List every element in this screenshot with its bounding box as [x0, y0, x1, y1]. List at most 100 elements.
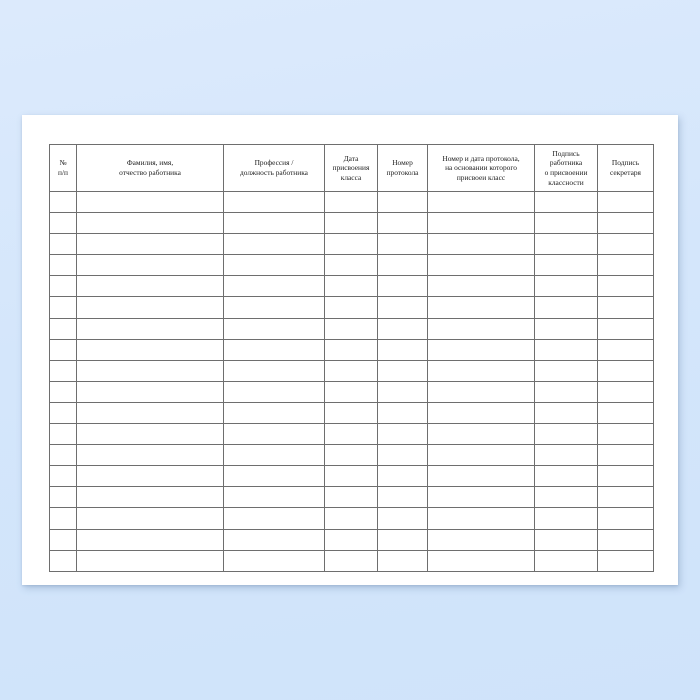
cell-basis[interactable] — [427, 254, 535, 277]
cell-name[interactable] — [76, 359, 224, 382]
cell-date[interactable] — [324, 507, 378, 530]
cell-signs[interactable] — [597, 190, 654, 214]
cell-date[interactable] — [324, 296, 378, 319]
cell-signs[interactable] — [597, 275, 654, 298]
cell-basis[interactable] — [427, 380, 535, 403]
cell-date[interactable] — [324, 380, 378, 403]
cell-signw[interactable] — [534, 190, 598, 214]
cell-prof[interactable] — [223, 549, 325, 572]
cell-num[interactable] — [49, 233, 77, 256]
cell-signw[interactable] — [534, 233, 598, 256]
cell-date[interactable] — [324, 401, 378, 425]
cell-basis[interactable] — [427, 338, 535, 361]
cell-signw[interactable] — [534, 528, 598, 551]
cell-proto[interactable] — [377, 507, 428, 530]
cell-signw[interactable] — [534, 465, 598, 488]
cell-num[interactable] — [49, 190, 77, 214]
cell-num[interactable] — [49, 528, 77, 551]
cell-basis[interactable] — [427, 317, 535, 340]
cell-num[interactable] — [49, 380, 77, 403]
cell-name[interactable] — [76, 486, 224, 509]
cell-name[interactable] — [76, 233, 224, 256]
cell-signw[interactable] — [534, 317, 598, 340]
cell-signs[interactable] — [597, 486, 654, 509]
cell-name[interactable] — [76, 212, 224, 235]
cell-num[interactable] — [49, 317, 77, 340]
cell-date[interactable] — [324, 190, 378, 214]
cell-proto[interactable] — [377, 212, 428, 235]
cell-proto[interactable] — [377, 190, 428, 214]
cell-name[interactable] — [76, 401, 224, 425]
cell-date[interactable] — [324, 486, 378, 509]
cell-signs[interactable] — [597, 359, 654, 382]
cell-signs[interactable] — [597, 465, 654, 488]
cell-prof[interactable] — [223, 296, 325, 319]
cell-num[interactable] — [49, 338, 77, 361]
cell-prof[interactable] — [223, 401, 325, 425]
cell-date[interactable] — [324, 317, 378, 340]
cell-proto[interactable] — [377, 423, 428, 446]
cell-signs[interactable] — [597, 317, 654, 340]
cell-signs[interactable] — [597, 444, 654, 467]
cell-name[interactable] — [76, 380, 224, 403]
cell-proto[interactable] — [377, 465, 428, 488]
cell-name[interactable] — [76, 296, 224, 319]
cell-date[interactable] — [324, 528, 378, 551]
cell-signw[interactable] — [534, 507, 598, 530]
cell-name[interactable] — [76, 423, 224, 446]
cell-name[interactable] — [76, 444, 224, 467]
cell-prof[interactable] — [223, 444, 325, 467]
cell-basis[interactable] — [427, 423, 535, 446]
cell-signs[interactable] — [597, 528, 654, 551]
cell-prof[interactable] — [223, 190, 325, 214]
cell-num[interactable] — [49, 401, 77, 425]
cell-basis[interactable] — [427, 549, 535, 572]
cell-signs[interactable] — [597, 338, 654, 361]
cell-name[interactable] — [76, 275, 224, 298]
cell-signw[interactable] — [534, 254, 598, 277]
cell-prof[interactable] — [223, 465, 325, 488]
cell-signw[interactable] — [534, 296, 598, 319]
cell-proto[interactable] — [377, 296, 428, 319]
cell-signw[interactable] — [534, 549, 598, 572]
cell-date[interactable] — [324, 233, 378, 256]
cell-prof[interactable] — [223, 528, 325, 551]
cell-signw[interactable] — [534, 401, 598, 425]
cell-signw[interactable] — [534, 275, 598, 298]
cell-proto[interactable] — [377, 338, 428, 361]
cell-name[interactable] — [76, 254, 224, 277]
cell-basis[interactable] — [427, 275, 535, 298]
cell-signw[interactable] — [534, 212, 598, 235]
cell-signs[interactable] — [597, 296, 654, 319]
cell-proto[interactable] — [377, 444, 428, 467]
cell-signs[interactable] — [597, 401, 654, 425]
cell-date[interactable] — [324, 549, 378, 572]
cell-basis[interactable] — [427, 212, 535, 235]
cell-basis[interactable] — [427, 190, 535, 214]
cell-date[interactable] — [324, 338, 378, 361]
cell-proto[interactable] — [377, 275, 428, 298]
cell-date[interactable] — [324, 254, 378, 277]
cell-signs[interactable] — [597, 380, 654, 403]
cell-prof[interactable] — [223, 507, 325, 530]
cell-prof[interactable] — [223, 212, 325, 235]
cell-name[interactable] — [76, 549, 224, 572]
cell-proto[interactable] — [377, 254, 428, 277]
cell-num[interactable] — [49, 359, 77, 382]
cell-signs[interactable] — [597, 507, 654, 530]
cell-name[interactable] — [76, 465, 224, 488]
cell-prof[interactable] — [223, 380, 325, 403]
cell-date[interactable] — [324, 423, 378, 446]
cell-name[interactable] — [76, 338, 224, 361]
cell-name[interactable] — [76, 528, 224, 551]
cell-signw[interactable] — [534, 338, 598, 361]
cell-signw[interactable] — [534, 359, 598, 382]
cell-proto[interactable] — [377, 233, 428, 256]
cell-num[interactable] — [49, 275, 77, 298]
cell-prof[interactable] — [223, 254, 325, 277]
cell-basis[interactable] — [427, 359, 535, 382]
cell-date[interactable] — [324, 275, 378, 298]
cell-num[interactable] — [49, 296, 77, 319]
cell-num[interactable] — [49, 549, 77, 572]
cell-prof[interactable] — [223, 423, 325, 446]
